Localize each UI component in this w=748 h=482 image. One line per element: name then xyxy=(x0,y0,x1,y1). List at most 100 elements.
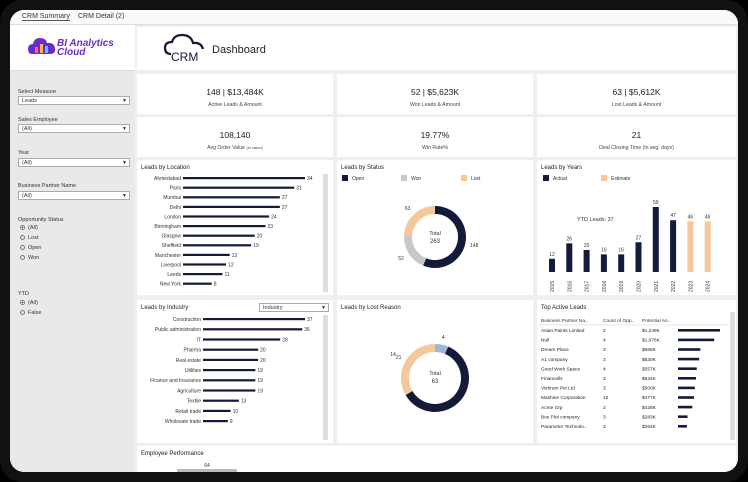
category-label: Leeds xyxy=(167,272,181,278)
category-label: Ahmedabad xyxy=(154,176,181,182)
bar xyxy=(678,357,700,361)
industry-scrollbar[interactable] xyxy=(323,315,328,440)
kpi-won-label: Won Leads & Amount xyxy=(409,102,461,108)
category-label: Liverpool xyxy=(161,262,181,268)
table-cell: 2 xyxy=(603,405,606,411)
category-label: Mumbai xyxy=(163,195,181,201)
leads-by-industry-chart: Leads by Industry Construction 37 Public ad… xyxy=(141,305,313,425)
kpi-active-value: 148 | $13,484K xyxy=(206,87,264,97)
chart-title: Leads by Location xyxy=(141,165,190,171)
chart-title: Leads by Status xyxy=(341,165,384,171)
kpi-order-value: 108,140 xyxy=(219,130,251,140)
kpi-winrate-label: Win Rate% xyxy=(422,145,448,151)
status-option-label: Lost xyxy=(28,235,39,241)
donut-center-value: 263 xyxy=(430,239,441,245)
status-option-lost[interactable]: Lost xyxy=(20,235,38,241)
donut-slice xyxy=(401,344,436,395)
bar xyxy=(203,379,256,382)
bar xyxy=(670,220,677,272)
bar xyxy=(183,253,230,256)
data-label: 52 xyxy=(398,256,404,262)
measure-select[interactable]: Leads ▼ xyxy=(18,96,130,105)
bar xyxy=(183,234,255,237)
partner-filter-label: Business Partner Name xyxy=(18,183,77,189)
table-cell: 12 xyxy=(603,395,609,401)
bar xyxy=(183,196,280,199)
logo-line2: Cloud xyxy=(57,47,86,58)
bar xyxy=(203,358,259,361)
legend-swatch xyxy=(401,175,407,181)
data-label: 37 xyxy=(307,317,313,323)
chevron-down-icon: ▼ xyxy=(122,193,127,199)
tick-label: 2023 xyxy=(688,281,694,292)
table-cell: Acme Grp xyxy=(541,405,563,411)
category-label: Textile xyxy=(187,399,201,405)
table-cell: 3 xyxy=(603,347,606,353)
ytd-option-all[interactable]: (All) xyxy=(20,300,38,306)
data-label: 12 xyxy=(549,252,555,258)
bar xyxy=(678,329,720,332)
bar xyxy=(203,389,256,392)
category-label: Sheffield xyxy=(162,243,182,249)
category-label: London xyxy=(164,214,181,220)
ytd-option-false[interactable]: False xyxy=(20,310,41,316)
kpi-win-rate: 19.77% Win Rate% xyxy=(337,117,533,157)
data-label: 8 xyxy=(214,282,217,288)
category-label: Utilities xyxy=(185,368,202,374)
data-label: 12 xyxy=(228,262,234,268)
industry-dimension-select[interactable]: Industry ▼ xyxy=(259,303,329,312)
status-option-all[interactable]: (All) xyxy=(20,225,38,231)
legend-swatch xyxy=(461,175,467,181)
tab-crm-detail[interactable]: CRM Detail (2) xyxy=(78,13,125,20)
bar xyxy=(203,318,305,321)
employee-filter-label: Sales Employee xyxy=(18,117,58,123)
bar xyxy=(566,243,573,272)
data-label: 13 xyxy=(241,399,247,405)
category-label: New York xyxy=(160,282,182,288)
data-label: 20 xyxy=(260,358,266,364)
radio-selected-icon xyxy=(20,300,25,306)
page-title: Dashboard xyxy=(212,44,266,56)
legend-label: Lost xyxy=(471,176,481,182)
dashboard-main: CRM Dashboard 148 | $13,484K Active Lead… xyxy=(135,25,738,472)
category-label: Retail trade xyxy=(175,409,201,415)
table-cell: 4 xyxy=(603,338,606,344)
tick-label: 2021 xyxy=(654,281,660,292)
location-scrollbar[interactable] xyxy=(323,174,328,292)
table-cell: Vishram Pvt Ltd xyxy=(541,386,575,392)
bar xyxy=(678,405,693,409)
crm-cloud-logo-icon: CRM xyxy=(163,33,205,64)
data-label: 19 xyxy=(257,388,263,394)
data-label: 14 xyxy=(390,352,396,358)
category-label: Paris xyxy=(170,186,182,192)
data-label: 20 xyxy=(584,243,590,249)
tick-label: 2024 xyxy=(706,281,712,292)
employee-select[interactable]: (All) ▼ xyxy=(18,124,130,133)
bar xyxy=(678,396,695,399)
tick-label: 2022 xyxy=(671,281,677,292)
column-header: Business Partner Na.. xyxy=(541,318,588,324)
data-label: 20 xyxy=(257,234,263,240)
legend-label: Open xyxy=(352,176,364,182)
table-cell: Financells xyxy=(541,376,563,382)
table-cell: 3 xyxy=(603,424,606,430)
legend-swatch xyxy=(543,175,549,181)
bar xyxy=(203,348,259,351)
status-option-won[interactable]: Won xyxy=(20,255,39,261)
data-label: 19 xyxy=(257,378,263,384)
kpi-closing-label: Deal Closing Time (in avg. days) xyxy=(599,145,674,151)
donut-center-value: 63 xyxy=(432,379,439,385)
ytd-annotation: YTD Leads: 37 xyxy=(577,217,614,223)
status-option-open[interactable]: Open xyxy=(20,245,41,251)
logo-wordmark: BI Analytics Cloud xyxy=(57,39,114,58)
table-cell: 3 xyxy=(603,376,606,382)
tab-crm-summary[interactable]: CRM Summary xyxy=(22,13,70,21)
year-select[interactable]: (All) ▼ xyxy=(18,158,130,167)
filter-sidebar: BI Analytics Cloud Select Measure Leads ▼… xyxy=(10,25,135,472)
bar xyxy=(600,254,607,272)
partner-select[interactable]: (All) ▼ xyxy=(18,191,130,200)
tick-label: 2019 xyxy=(619,281,625,292)
table-scrollbar[interactable] xyxy=(730,312,735,440)
legend-label: Won xyxy=(411,176,421,182)
